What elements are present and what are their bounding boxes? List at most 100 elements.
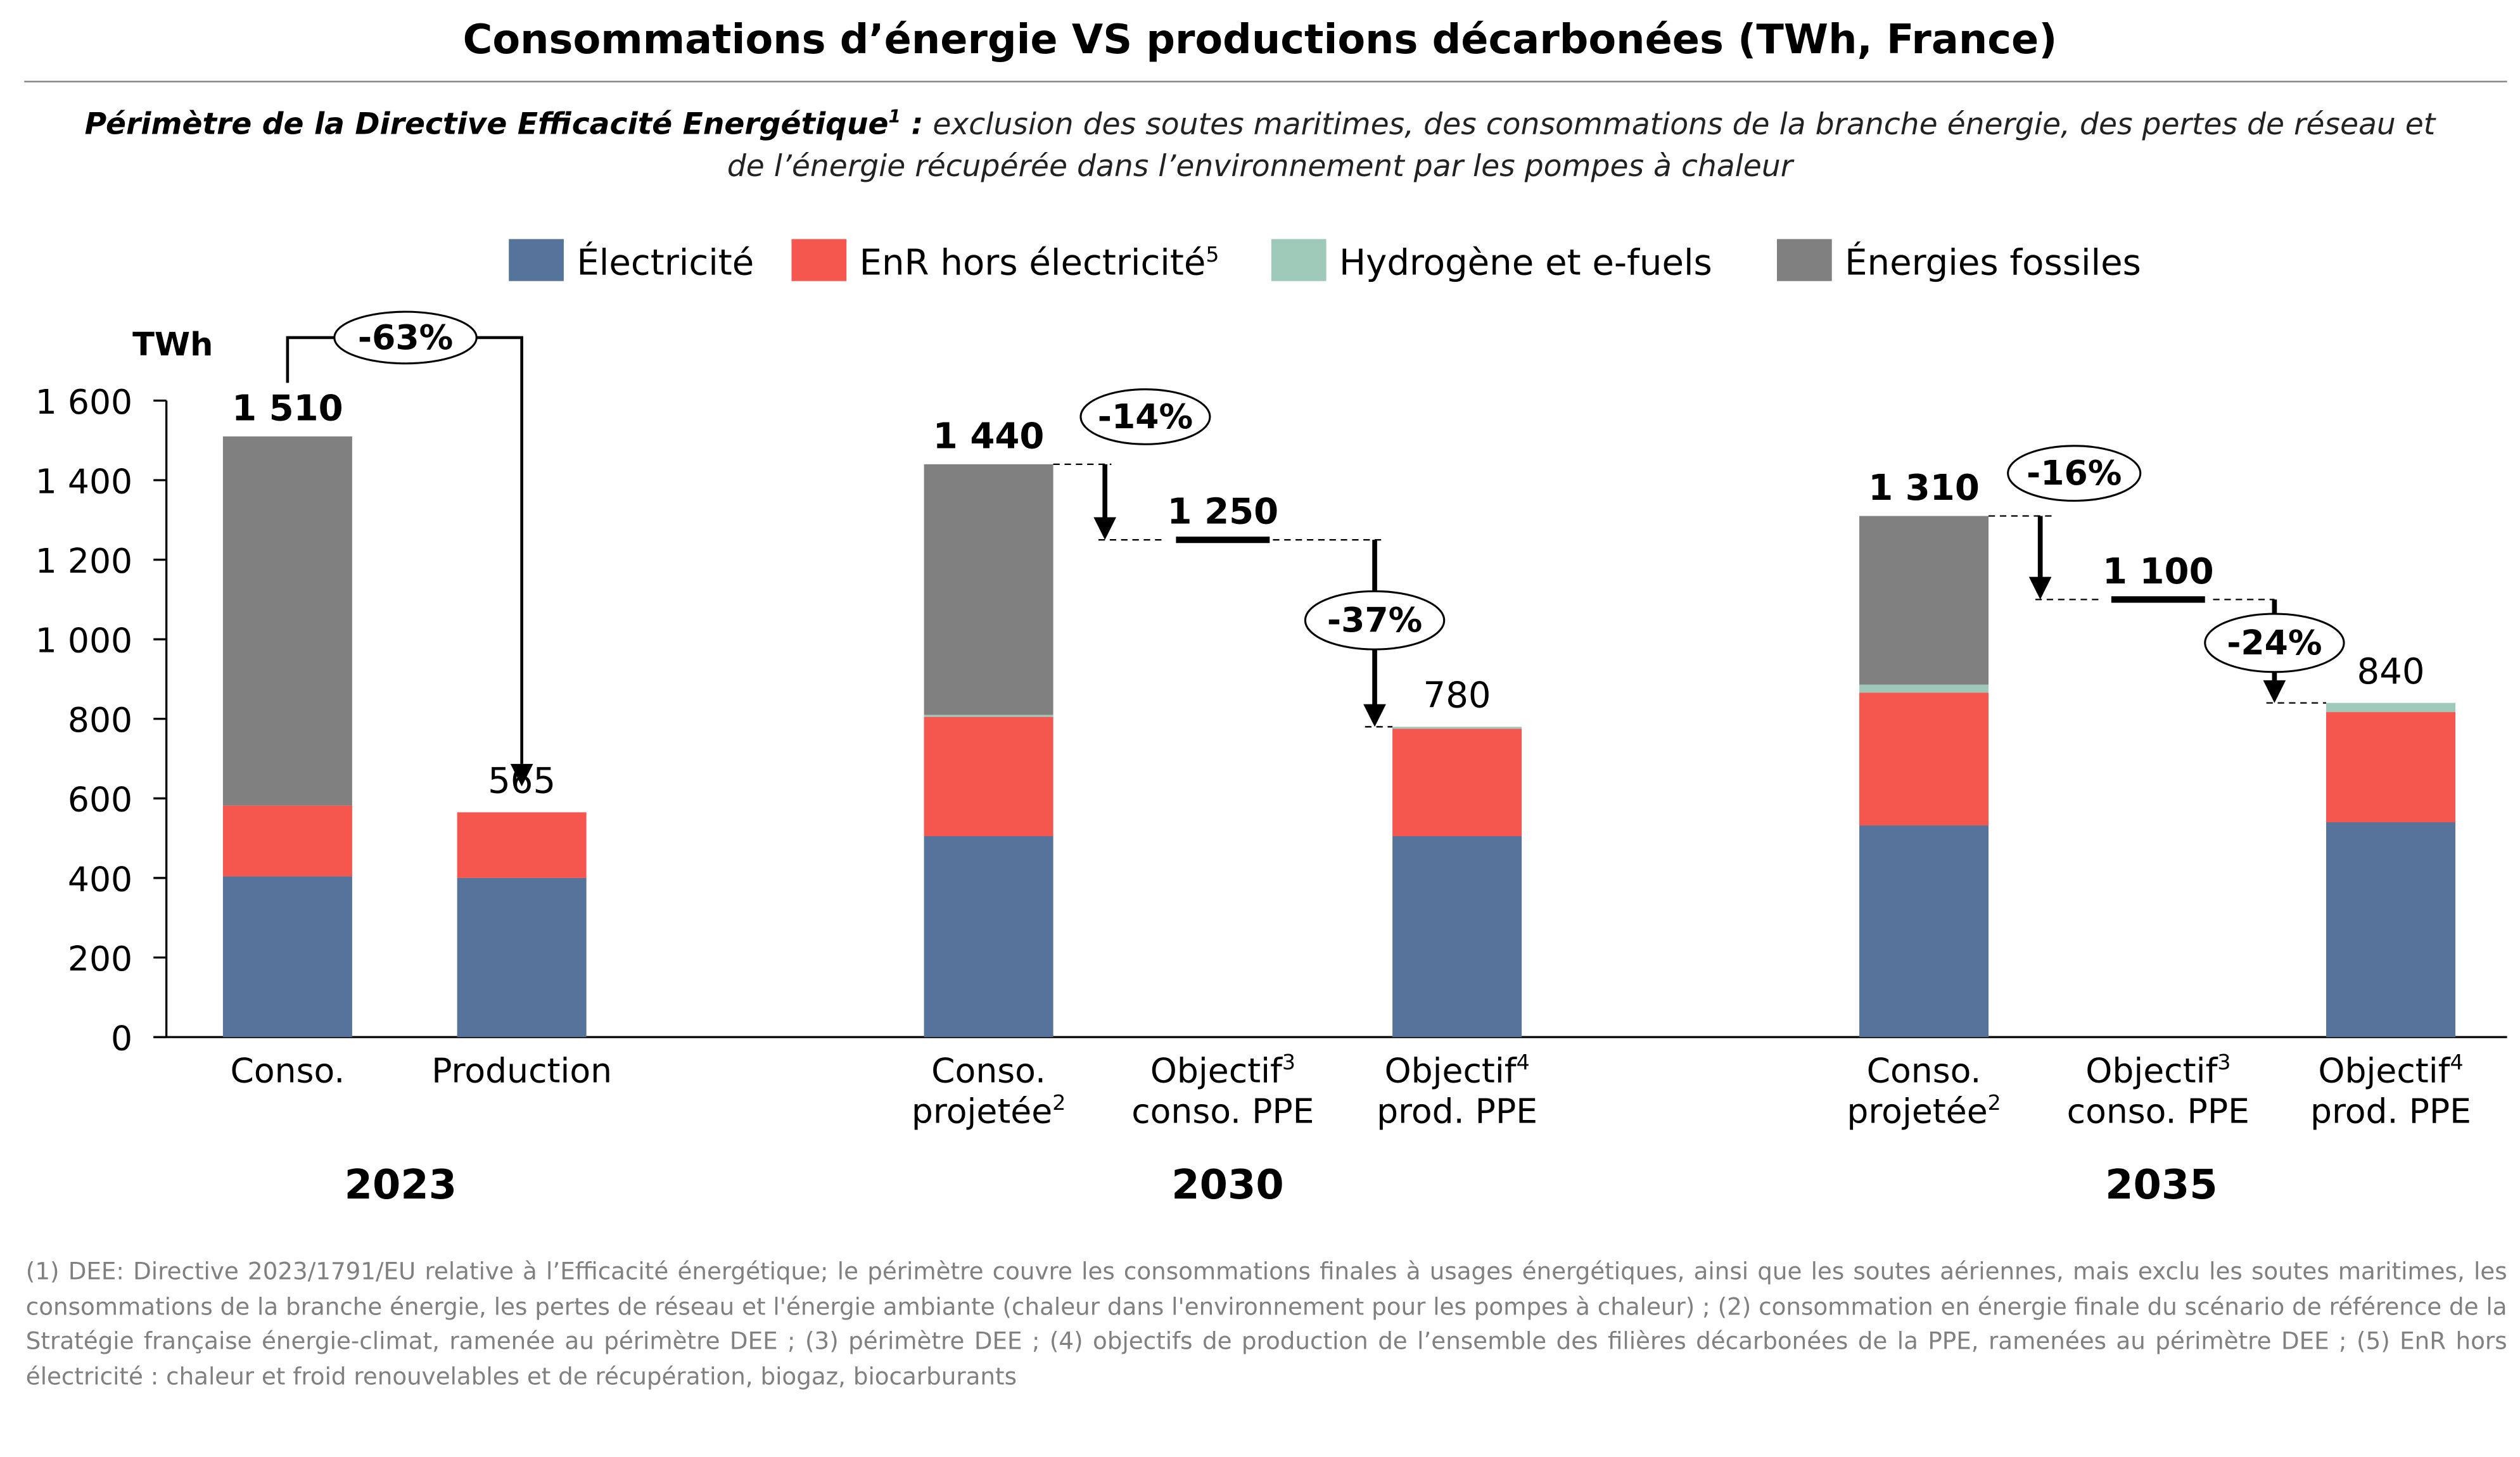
category-label-line2: prod. PPE xyxy=(2310,1091,2471,1131)
chart-subtitle: Périmètre de la Directive Efficacité Ene… xyxy=(65,97,2455,189)
bar-segment--nergies-fossiles xyxy=(924,464,1053,715)
y-tick-label: 1 600 xyxy=(35,382,132,422)
arrow-head xyxy=(1363,704,1386,727)
category-label: Conso. xyxy=(931,1051,1046,1091)
y-tick-label: 200 xyxy=(68,939,132,979)
annotation-label: -24% xyxy=(2227,623,2322,663)
total-label: 1 310 xyxy=(1868,468,1980,509)
category-sup: 2 xyxy=(1052,1090,1066,1115)
arrow-head xyxy=(2263,680,2286,703)
bar-segment-enr-hors-lectricit- xyxy=(457,812,587,878)
annotation-oval xyxy=(1079,388,1211,445)
bar-segment--nergies-fossiles xyxy=(222,436,352,806)
year-label: 2035 xyxy=(2105,1162,2217,1209)
category-label: Objectif3 xyxy=(2085,1050,2230,1090)
annotation-oval xyxy=(1304,590,1446,651)
subtitle-text: exclusion des soutes maritimes, des cons… xyxy=(727,108,2436,185)
legend-label: Électricité xyxy=(576,241,754,284)
y-tick-label: 0 xyxy=(111,1019,132,1059)
arrow-head xyxy=(2028,576,2052,600)
category-sup: 3 xyxy=(1282,1050,1295,1074)
bar-segment-enr-hors-lectricit- xyxy=(2326,712,2455,823)
bar-segment--lectricit- xyxy=(222,876,352,1038)
category-sup: 3 xyxy=(2217,1050,2230,1074)
category-sup: 2 xyxy=(1988,1090,2001,1115)
y-tick-label: 600 xyxy=(68,780,132,820)
category-label: Objectif4 xyxy=(1384,1050,1529,1090)
bar-segment-hydrog-ne-et-e-fuels xyxy=(1859,684,1989,693)
legend-swatch xyxy=(791,239,847,281)
year-label: 2023 xyxy=(345,1162,457,1209)
category-line1: Objectif xyxy=(1384,1051,1517,1091)
category-label-line2: projetée2 xyxy=(912,1090,1066,1131)
title-divider xyxy=(24,80,2507,83)
annotations: -63% -14% -37% -16% -24% xyxy=(286,310,2345,787)
footnotes: (1) DEE: Directive 2023/1791/EU relative… xyxy=(25,1258,2507,1390)
category-line2: projetée xyxy=(912,1091,1052,1131)
annotation-oval xyxy=(2204,613,2345,673)
total-label: 1 100 xyxy=(2103,551,2214,592)
y-tick-label: 1 000 xyxy=(35,621,132,661)
annotation-label: -16% xyxy=(2027,453,2122,493)
category-sup: 4 xyxy=(2450,1050,2464,1074)
y-axis: 0 200 400 600 800 1 000 1 200 1 400 1 600 xyxy=(35,382,2507,1059)
annotation-oval xyxy=(2007,445,2142,502)
bar-segment-hydrog-ne-et-e-fuels xyxy=(924,715,1053,717)
category-line2: conso. PPE xyxy=(2067,1091,2250,1131)
legend-swatch xyxy=(1777,239,1832,281)
subtitle-bold-suffix: : xyxy=(901,108,924,143)
arrow-head xyxy=(510,763,533,787)
y-tick-label: 1 400 xyxy=(35,461,132,501)
legend-text: Électricité xyxy=(576,241,754,284)
legend-label: Hydrogène et e-fuels xyxy=(1339,243,1712,284)
bar-segment-hydrog-ne-et-e-fuels xyxy=(1392,727,1522,729)
bar-segment-enr-hors-lectricit- xyxy=(1392,729,1522,836)
bar-segment--lectricit- xyxy=(1859,825,1989,1038)
category-label: Objectif4 xyxy=(2318,1050,2463,1090)
bar-segment-enr-hors-lectricit- xyxy=(1859,692,1989,826)
bar-segment--lectricit- xyxy=(457,877,587,1038)
category-line1: Objectif xyxy=(2085,1051,2218,1091)
subtitle-sup: 1 xyxy=(888,106,901,128)
legend-label: EnR hors électricité5 xyxy=(860,242,1219,283)
category-label-line2: prod. PPE xyxy=(1377,1091,1537,1131)
bars xyxy=(222,436,2455,1038)
category-line2: conso. PPE xyxy=(1131,1091,1314,1131)
category-label-line2: conso. PPE xyxy=(2067,1091,2250,1131)
annotation-label: -37% xyxy=(1327,600,1422,640)
category-label: Conso. xyxy=(230,1051,345,1091)
total-label: 1 250 xyxy=(1168,492,1279,533)
category-line1: Conso. xyxy=(230,1051,345,1091)
category-line1: Conso. xyxy=(931,1051,1046,1091)
bar-segment-enr-hors-lectricit- xyxy=(222,805,352,877)
bar-segment-enr-hors-lectricit- xyxy=(924,716,1053,836)
legend-swatch xyxy=(1271,239,1327,281)
legend-label: Énergies fossiles xyxy=(1845,241,2141,284)
bar-segment--nergies-fossiles xyxy=(1859,516,1989,685)
category-label-line2: conso. PPE xyxy=(1131,1091,1314,1131)
category-line1: Objectif xyxy=(1150,1051,1283,1091)
bar-segment-hydrog-ne-et-e-fuels xyxy=(2326,703,2455,713)
total-label: 1 510 xyxy=(232,388,343,429)
total-label: 840 xyxy=(2357,651,2424,692)
category-sup: 4 xyxy=(1517,1050,1530,1074)
legend: Électricité EnR hors électricité5 Hydrogèn… xyxy=(509,239,2141,284)
category-line2: prod. PPE xyxy=(1377,1091,1537,1131)
total-label: 1 440 xyxy=(933,416,1045,457)
legend-text: Hydrogène et e-fuels xyxy=(1339,243,1712,284)
bar-segment--lectricit- xyxy=(2326,822,2455,1038)
y-axis-label: TWh xyxy=(132,326,213,364)
legend-sup: 5 xyxy=(1206,242,1219,267)
category-line1: Objectif xyxy=(2318,1051,2450,1091)
category-line1: Production xyxy=(431,1051,612,1091)
total-label: 780 xyxy=(1423,675,1491,716)
bar-segment--lectricit- xyxy=(924,836,1053,1038)
category-label: Objectif3 xyxy=(1150,1050,1295,1090)
y-tick-label: 400 xyxy=(68,859,132,899)
annotation-label: -14% xyxy=(1098,397,1193,436)
annotation-oval xyxy=(333,310,478,365)
category-label: Conso. xyxy=(1867,1051,1982,1091)
